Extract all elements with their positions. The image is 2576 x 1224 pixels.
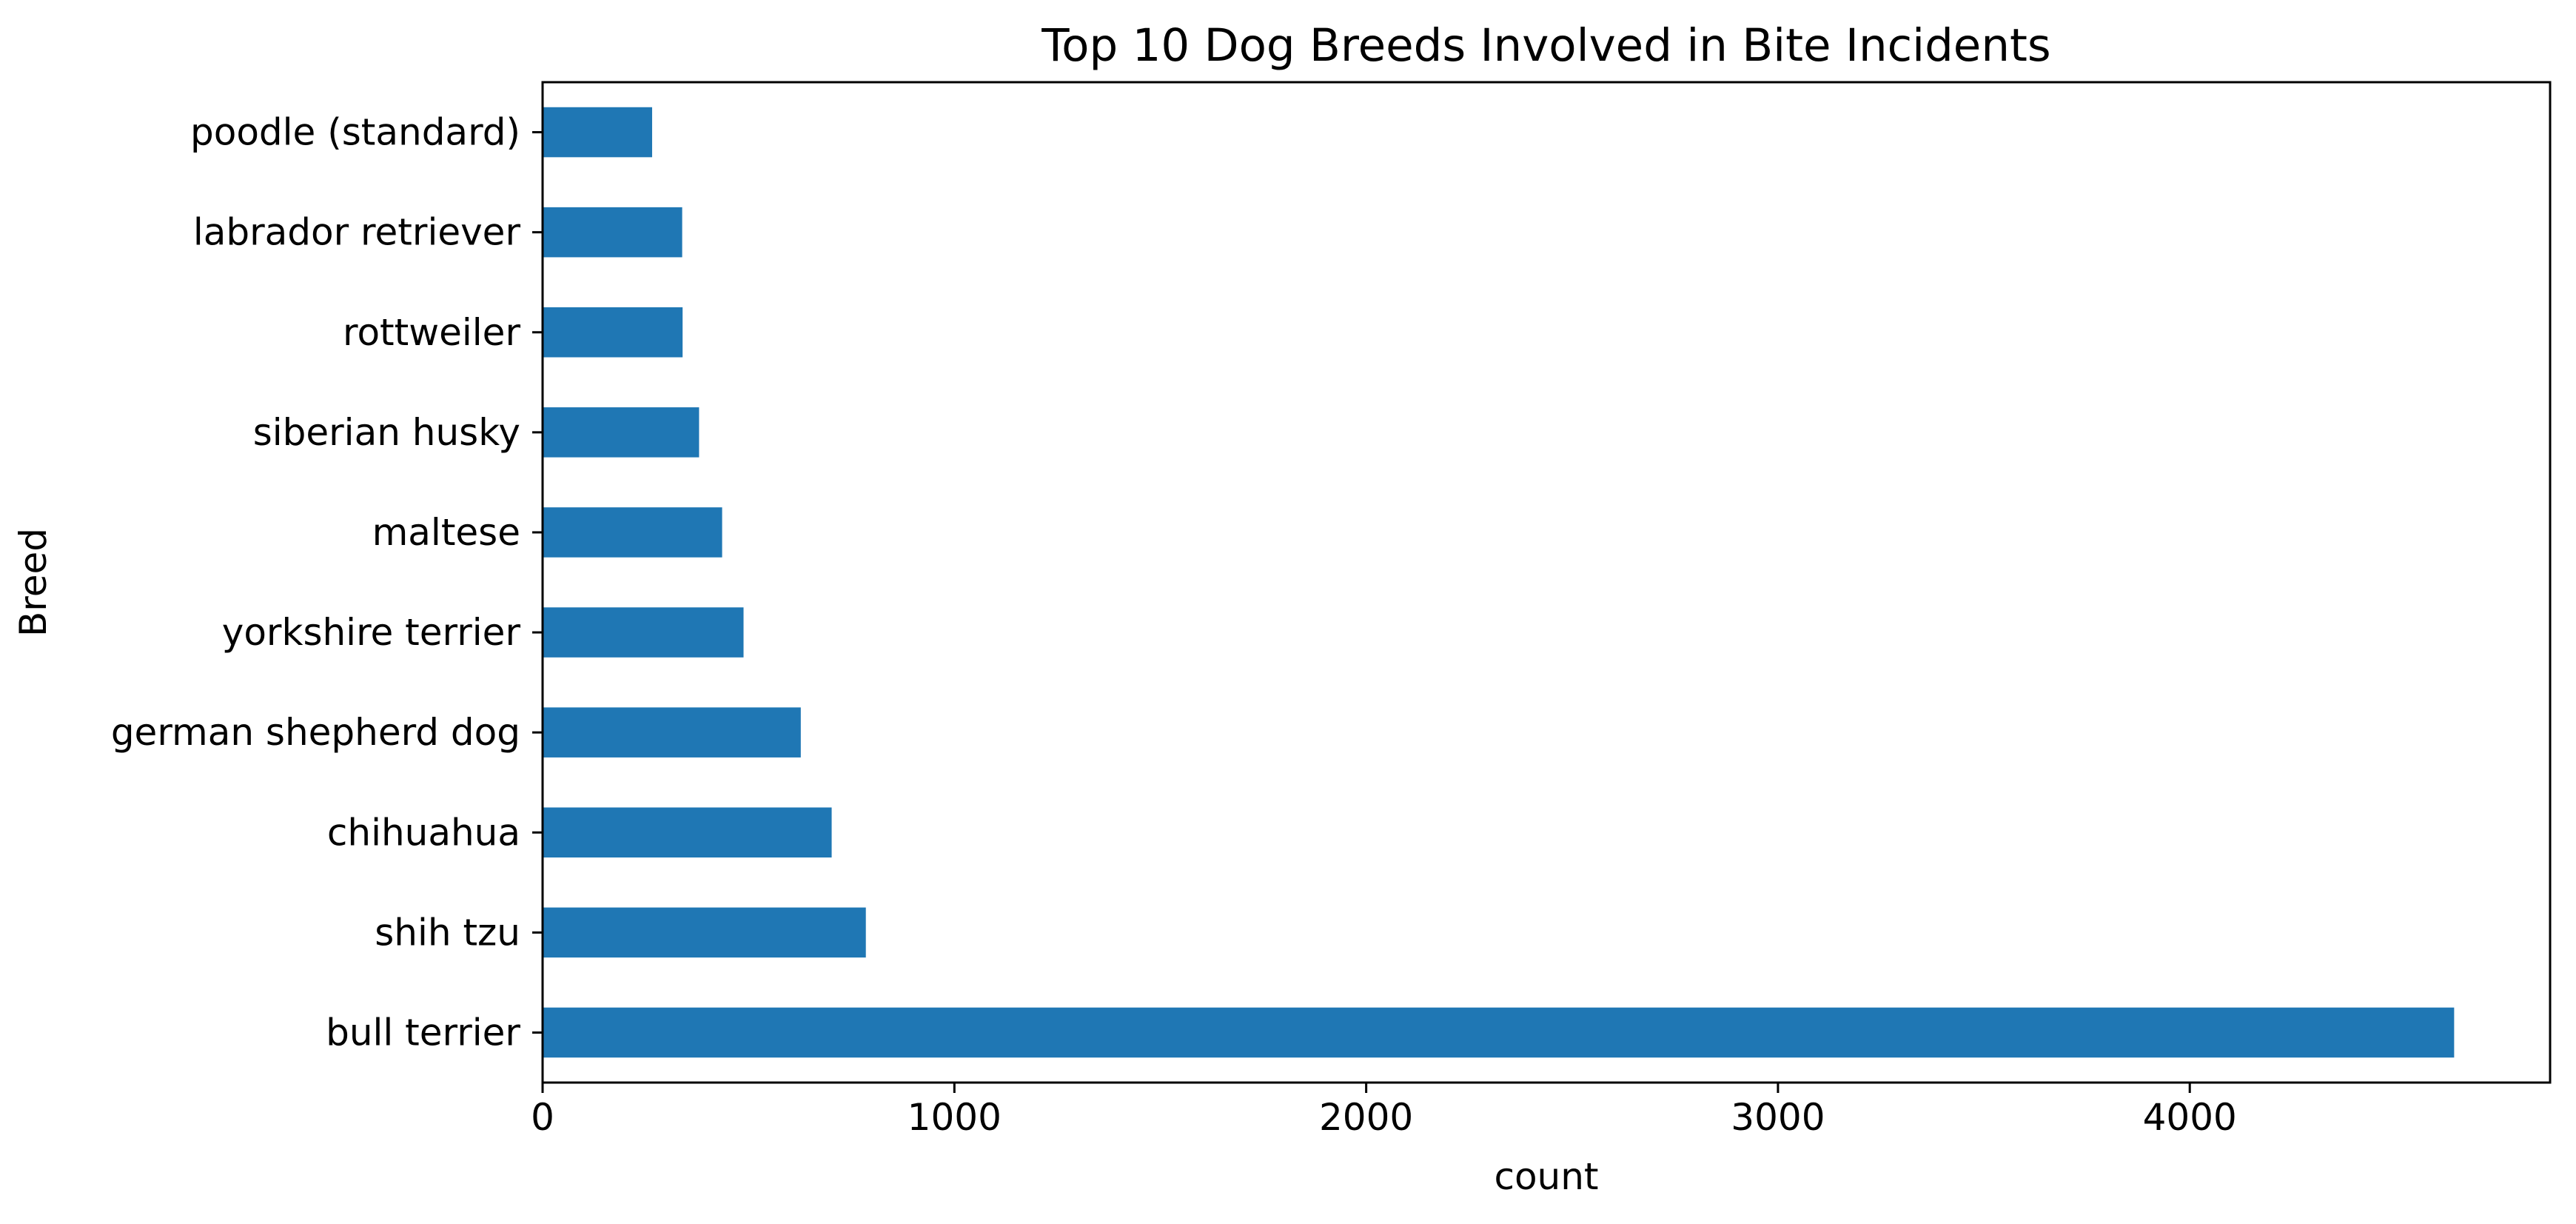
bar (543, 707, 801, 758)
bars-group (543, 107, 2455, 1058)
y-tick-label: yorkshire terrier (222, 611, 521, 654)
y-tick-label: maltese (372, 511, 520, 554)
bar (543, 807, 832, 858)
x-tick-label: 4000 (2143, 1096, 2237, 1139)
y-tick-label: rottweiler (343, 311, 520, 354)
bar (543, 1007, 2455, 1058)
x-tick-label: 0 (531, 1096, 554, 1139)
x-tick-label: 1000 (908, 1096, 1002, 1139)
bar (543, 907, 866, 958)
y-axis-label: Breed (12, 528, 55, 637)
y-tick-label: poodle (standard) (190, 111, 520, 154)
plot-frame (541, 81, 2552, 1084)
y-tick-label: chihuahua (327, 811, 520, 854)
chart-title: Top 10 Dog Breeds Involved in Bite Incid… (1041, 19, 2050, 72)
x-axis-label: count (1494, 1155, 1598, 1198)
bar (543, 207, 682, 258)
y-tick-label: siberian husky (253, 411, 520, 454)
bar (543, 107, 652, 158)
y-tick-label: bull terrier (326, 1011, 520, 1054)
y-tick-label: labrador retriever (193, 211, 521, 254)
y-tick-label: german shepherd dog (111, 711, 520, 754)
bar (543, 407, 700, 458)
y-ticks-group: bull terrier shih tzu chihuahua german shep… (111, 111, 543, 1054)
x-tick-label: 2000 (1319, 1096, 1413, 1139)
y-tick-label: shih tzu (375, 911, 520, 954)
bar (543, 607, 744, 658)
x-tick-label: 3000 (1731, 1096, 1825, 1139)
bar (543, 507, 722, 558)
x-ticks-group: 0 1000 2000 3000 4000 (531, 1083, 2237, 1139)
bar (543, 307, 683, 358)
